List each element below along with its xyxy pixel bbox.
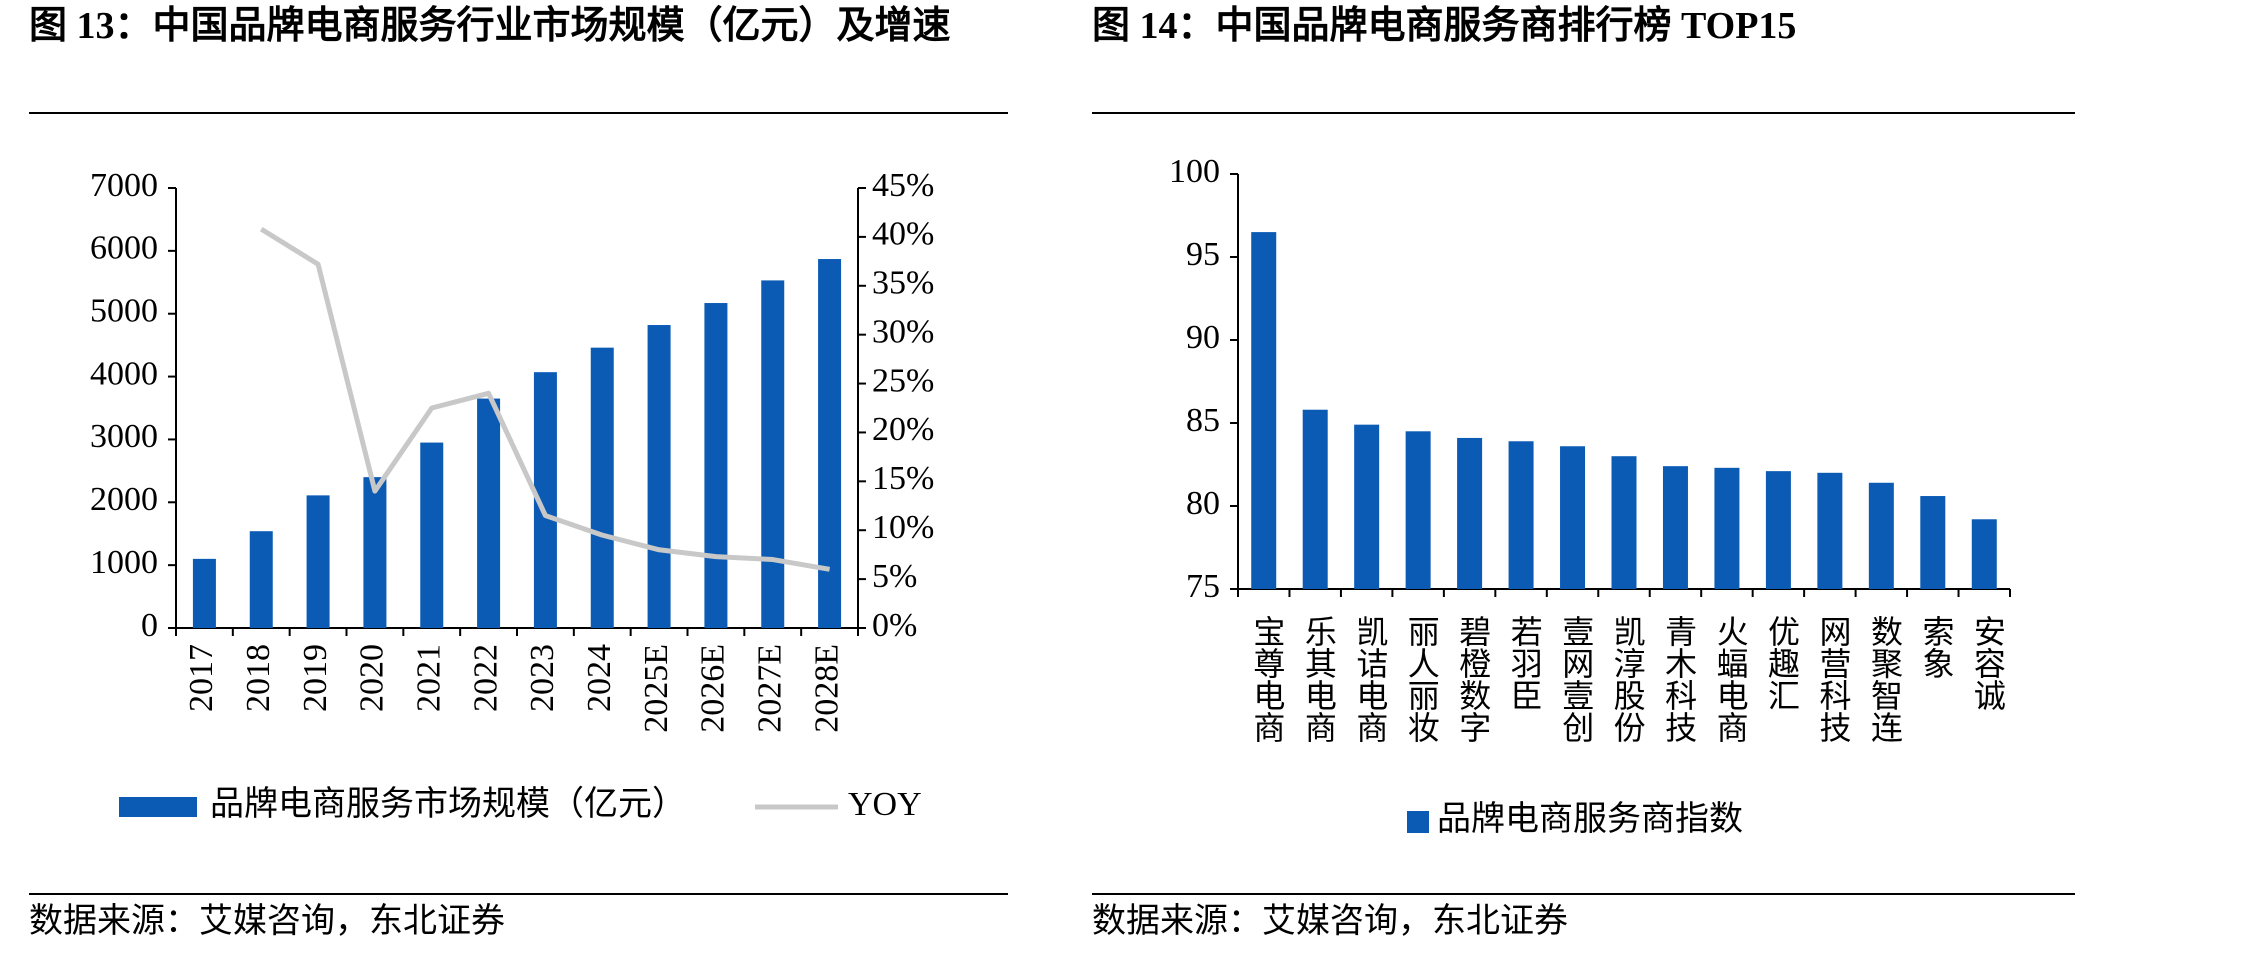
- x-tick-label: 凯淳股份: [1610, 615, 1646, 743]
- y2-tick-label: 10%: [872, 509, 934, 546]
- x-tick-label: 宝尊电商: [1249, 615, 1285, 743]
- y-tick-label: 4000: [90, 355, 158, 392]
- bar: [1714, 467, 1740, 589]
- x-tick-label: 2027E: [752, 644, 789, 733]
- x-tick-label: 凯诘电商: [1352, 615, 1388, 743]
- x-tick-label: 青木科技: [1661, 615, 1697, 743]
- y-tick-label: 2000: [90, 481, 158, 518]
- x-tick-label: 2022: [467, 644, 504, 712]
- legend-swatch: [119, 797, 197, 817]
- x-tick-label: 2028E: [808, 644, 845, 733]
- bar: [590, 347, 614, 628]
- x-tick-label: 2023: [524, 644, 561, 712]
- x-tick-label: 2020: [354, 644, 391, 712]
- y2-tick-label: 45%: [872, 167, 934, 204]
- bar: [1611, 456, 1637, 589]
- y2-tick-label: 25%: [872, 362, 934, 399]
- bar: [704, 303, 728, 628]
- legend-label: YOY: [848, 786, 922, 823]
- x-tick-label: 碧橙数字: [1455, 615, 1491, 743]
- x-tick-label: 丽人丽妆: [1404, 615, 1440, 743]
- y2-tick-label: 40%: [872, 216, 934, 253]
- bar: [192, 558, 216, 628]
- legend-label: 品牌电商服务商指数: [1437, 800, 1743, 838]
- legend-label: 品牌电商服务市场规模（亿元）: [210, 785, 686, 823]
- y-tick-label: 100: [1169, 153, 1220, 190]
- bar: [818, 259, 842, 628]
- bar: [761, 280, 785, 628]
- y-tick-label: 6000: [90, 230, 158, 267]
- bar: [477, 398, 501, 628]
- y-tick-label: 75: [1186, 568, 1220, 605]
- y-tick-label: 1000: [90, 544, 158, 581]
- y-tick-label: 3000: [90, 418, 158, 455]
- y2-tick-label: 5%: [872, 558, 917, 595]
- x-tick-label: 乐其电商: [1301, 615, 1337, 743]
- y-tick-label: 95: [1186, 236, 1220, 273]
- x-tick-label: 2026E: [695, 644, 732, 733]
- y2-tick-label: 35%: [872, 265, 934, 302]
- y-tick-label: 0: [141, 607, 158, 644]
- chart-title: 图 14：中国品牌电商服务商排行榜 TOP15: [1092, 5, 1797, 47]
- x-tick-label: 安容诚: [1970, 615, 2006, 711]
- y2-tick-label: 20%: [872, 411, 934, 448]
- bar: [1508, 441, 1534, 589]
- bar: [306, 495, 330, 628]
- x-tick-label: 网营科技: [1816, 615, 1852, 743]
- bar: [1457, 437, 1483, 589]
- x-tick-label: 2018: [240, 644, 277, 712]
- x-tick-label: 2024: [581, 644, 618, 712]
- x-tick-label: 若羽臣: [1507, 615, 1543, 711]
- legend-swatch: [1407, 811, 1429, 833]
- y2-tick-label: 15%: [872, 460, 934, 497]
- bar: [1868, 482, 1894, 589]
- x-tick-label: 2017: [183, 644, 220, 712]
- x-tick-label: 数聚智连: [1867, 615, 1903, 743]
- bar: [647, 325, 671, 628]
- x-tick-label: 2025E: [638, 644, 675, 733]
- bar: [1251, 232, 1277, 589]
- y-tick-label: 5000: [90, 293, 158, 330]
- y-tick-label: 90: [1186, 319, 1220, 356]
- bar: [1354, 424, 1380, 589]
- bar: [1971, 519, 1997, 589]
- y-tick-label: 7000: [90, 167, 158, 204]
- chart-title: 图 13：中国品牌电商服务行业市场规模（亿元）及增速: [29, 5, 951, 47]
- x-tick-label: 优趣汇: [1764, 615, 1800, 711]
- y2-tick-label: 0%: [872, 607, 917, 644]
- bar: [363, 477, 387, 628]
- x-tick-label: 壹网壹创: [1558, 615, 1594, 743]
- bar: [1405, 431, 1431, 589]
- x-tick-label: 2021: [411, 644, 448, 712]
- x-tick-label: 索象: [1918, 615, 1954, 679]
- x-tick-label: 火蝠电商: [1713, 615, 1749, 743]
- bar: [249, 531, 273, 628]
- source: 数据来源：艾媒咨询，东北证券: [1092, 902, 1568, 940]
- y-tick-label: 80: [1186, 485, 1220, 522]
- source: 数据来源：艾媒咨询，东北证券: [29, 902, 505, 940]
- x-tick-label: 2019: [297, 644, 334, 712]
- bar: [420, 442, 444, 628]
- line: [259, 226, 831, 572]
- bar: [1560, 446, 1586, 589]
- bar: [1920, 496, 1946, 589]
- y-tick-label: 85: [1186, 402, 1220, 439]
- bar: [1662, 466, 1688, 589]
- bar: [1817, 472, 1843, 589]
- bar: [1302, 409, 1328, 589]
- bar: [533, 372, 557, 628]
- y2-tick-label: 30%: [872, 313, 934, 350]
- bar: [1765, 471, 1791, 589]
